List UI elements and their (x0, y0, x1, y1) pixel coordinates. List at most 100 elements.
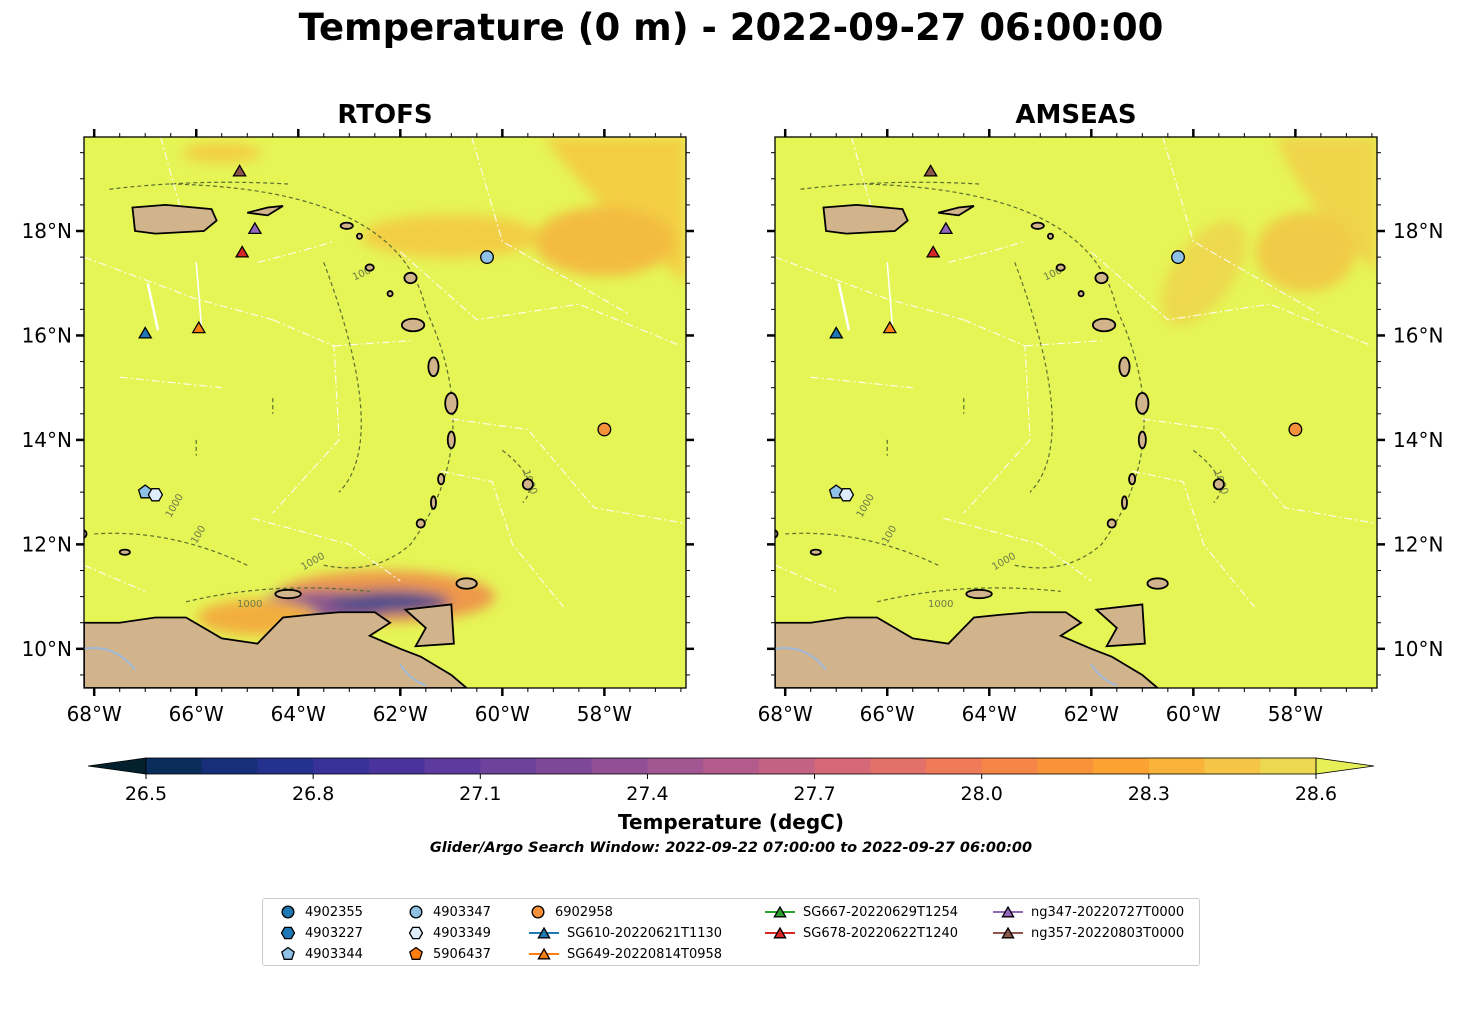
island (1118, 356, 1131, 378)
colorbar-segment (536, 758, 593, 774)
triangle-marker-icon (765, 926, 795, 939)
legend-item-6902958: 6902958 (527, 902, 613, 922)
colorbar-segment (257, 758, 314, 774)
lat-tick-label: 10°N (1393, 637, 1443, 661)
lon-tick-label: 60°W (1166, 702, 1221, 726)
triangle-marker-icon (765, 905, 795, 918)
legend-label: SG649-20220814T0958 (567, 946, 723, 962)
island (1091, 317, 1117, 333)
colorbar-segment (1260, 758, 1317, 774)
legend-item-ng347-20220727T0000: ng347-20220727T0000 (991, 902, 1184, 922)
axis-labels: 68°W 66°W 64°W 62°W 60°W 58°W 10°N 12°N 14°N 16°N… (758, 219, 1444, 726)
island (415, 518, 426, 529)
platform-marker-6902958 (597, 422, 612, 437)
triangle-marker-icon (993, 905, 1023, 918)
temperature-field (1161, 137, 1377, 325)
colorbar-extend-high (1315, 757, 1375, 775)
lon-tick-label: 64°W (962, 702, 1017, 726)
map-frame (774, 136, 1378, 689)
lon-tick-label: 64°W (271, 702, 326, 726)
platform-marker-ng347-20220727T0000 (938, 221, 954, 235)
svg-text:1000: 1000 (237, 599, 262, 610)
lon-tick-label: 58°W (1268, 702, 1323, 726)
island (1030, 221, 1045, 230)
island (403, 271, 418, 285)
rivers (775, 647, 1118, 687)
island (1135, 392, 1150, 415)
colorbar-segment (368, 758, 426, 774)
lon-tick-label: 60°W (475, 702, 530, 726)
axis-ticks (767, 129, 1385, 696)
platform-marker-SG678-20220622T1240 (234, 245, 250, 258)
island (809, 548, 822, 556)
island (1106, 518, 1117, 529)
island (437, 472, 446, 486)
virgin-islands (247, 205, 284, 217)
axis-labels: 68°W 66°W 64°W 62°W 60°W 58°W 10°N 12°N 14°N 16°N… (22, 219, 633, 726)
glider-track (146, 282, 160, 331)
island (430, 495, 437, 510)
legend-item-SG610-20220621T1130: SG610-20220621T1130 (527, 923, 722, 943)
lon-tick-label: 68°W (67, 702, 122, 726)
colorbar-segment (313, 758, 370, 774)
legend-item-5906437: 5906437 (405, 944, 491, 964)
lon-tick-label: 66°W (860, 702, 915, 726)
platform-marker-SG649-20220814T0958 (191, 320, 207, 334)
legend-label: 4902355 (305, 904, 363, 920)
lat-tick-label: 10°N (22, 637, 72, 661)
colorbar-segment (1093, 758, 1150, 774)
island (444, 392, 459, 415)
platform-marker-ng347-20220727T0000 (247, 221, 263, 235)
island (364, 263, 375, 272)
map-panel-rtofs[interactable]: 100100010001000100010068°W66°W64°W62°W60… (22, 129, 694, 726)
legend-item-SG649-20220814T0958: SG649-20220814T0958 (527, 944, 722, 964)
lon-tick-label: 62°W (373, 702, 428, 726)
island (1128, 472, 1137, 486)
triangle-marker-icon (529, 926, 559, 939)
island (274, 588, 302, 600)
lat-tick-label: 12°N (22, 532, 72, 556)
circle-marker-icon (281, 905, 295, 919)
trinidad-island (1094, 603, 1146, 648)
search-window-caption: Glider/Argo Search Window: 2022-09-22 07… (429, 840, 1033, 856)
colorbar-tick-label: 27.4 (626, 783, 668, 805)
colorbar-segment (926, 758, 983, 774)
colorbar-segment (870, 758, 927, 774)
platform-marker-SG678-20220622T1240 (925, 245, 941, 258)
colorbar-label: Temperature (degC) (618, 810, 844, 834)
lat-tick-label: 18°N (22, 219, 72, 243)
bathymetry-contours (94, 181, 531, 603)
virgin-islands (938, 205, 975, 217)
platform-marker-4903349 (838, 488, 855, 502)
glider-track (195, 262, 203, 326)
platform-marker-SG610-20220621T1130 (138, 326, 153, 339)
platform-marker-4903349 (147, 488, 164, 502)
colorbar-tick-label: 28.3 (1128, 783, 1170, 805)
legend-label: SG678-20220622T1240 (803, 925, 959, 941)
colorbar-extend-low (87, 757, 147, 775)
rivers (84, 647, 427, 687)
map-panel-amseas[interactable]: 100100010001000100010068°W66°W64°W62°W60… (719, 129, 1444, 726)
legend-label: 4903347 (433, 904, 491, 920)
lon-tick-label: 66°W (169, 702, 224, 726)
legend-item-SG678-20220622T1240: SG678-20220622T1240 (763, 923, 958, 943)
island (1047, 232, 1054, 240)
colorbar-segment (1037, 758, 1094, 774)
lon-tick-label: 62°W (1064, 702, 1119, 726)
legend-item-ng357-20220803T0000: ng357-20220803T0000 (991, 923, 1184, 943)
island (1121, 495, 1128, 510)
colorbar-segment (981, 758, 1038, 774)
axis-ticks (76, 129, 694, 696)
colorbar-tick-label: 28.0 (961, 783, 1003, 805)
hexagon-marker-icon (408, 926, 424, 940)
svg-text:1000: 1000 (928, 599, 953, 610)
legend-label: SG667-20220629T1254 (803, 904, 959, 920)
island (427, 356, 440, 378)
glider-track (886, 262, 894, 326)
colorbar-segment (814, 758, 871, 774)
circle-marker-icon (531, 905, 545, 919)
platform-marker-ng357-20220803T0000 (232, 164, 247, 177)
island (455, 577, 478, 590)
island (521, 478, 534, 491)
